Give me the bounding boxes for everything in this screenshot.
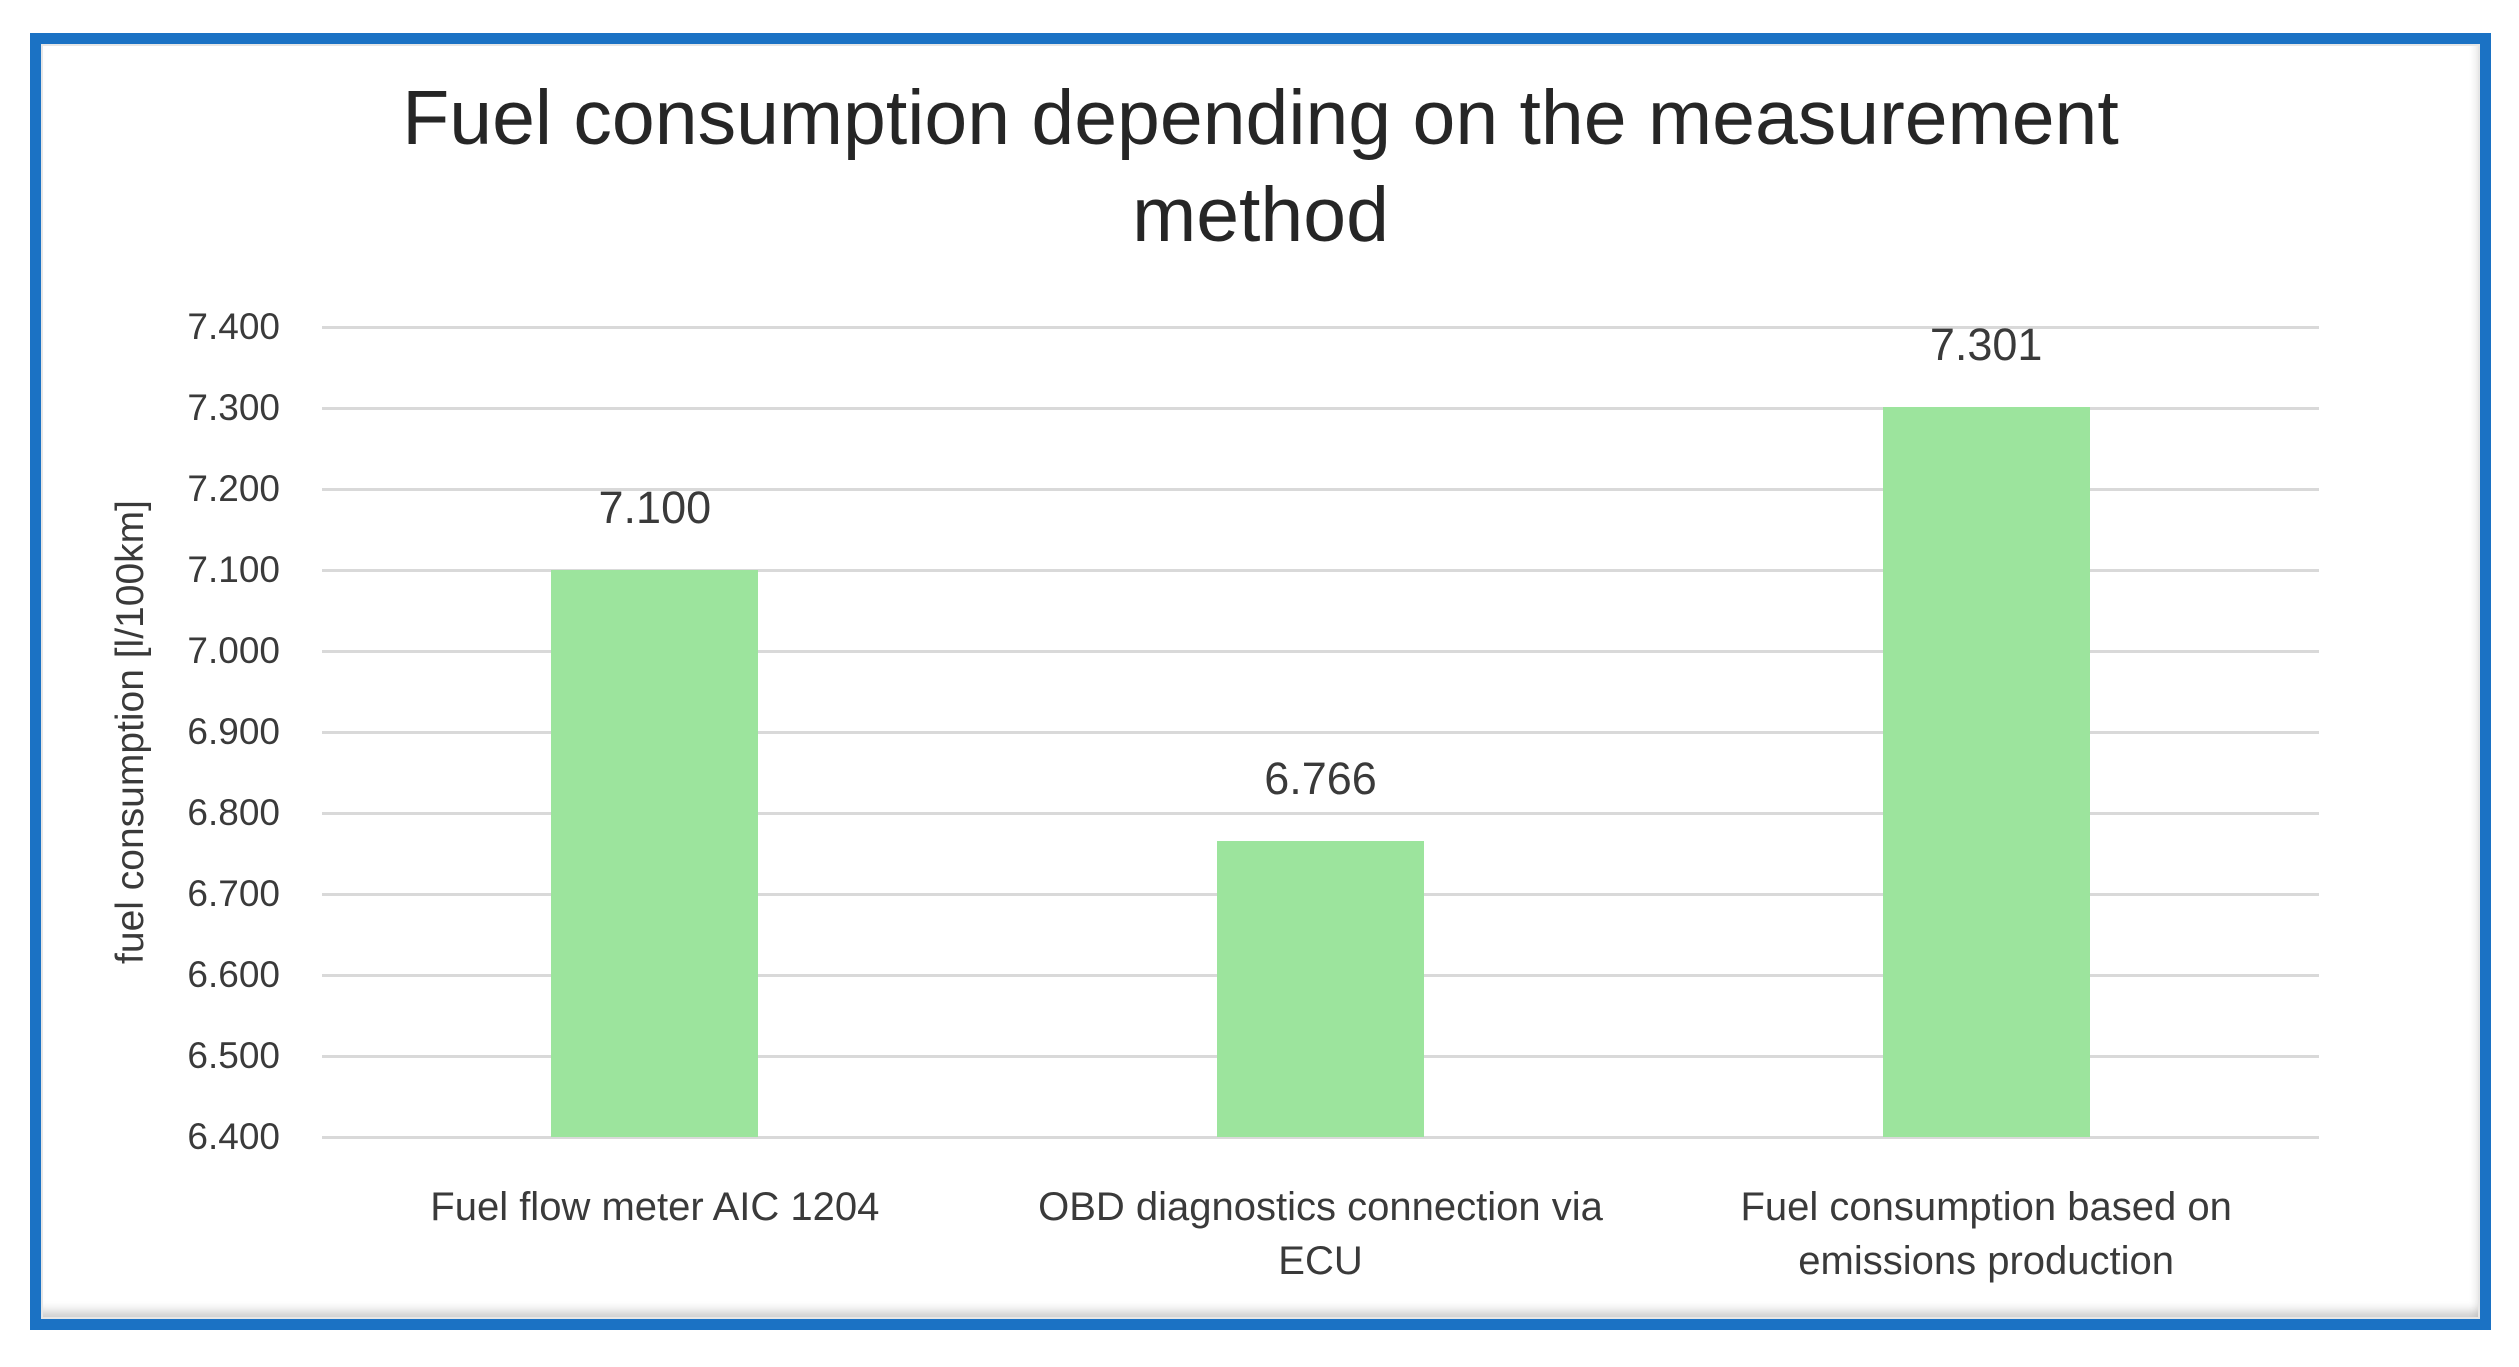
chart-frame: Fuel consumption depending on the measur… (30, 33, 2491, 1330)
y-axis-tick-label: 7.000 (187, 630, 280, 671)
y-axis-tick-label: 6.900 (187, 711, 280, 752)
y-axis-tick-label: 7.300 (187, 387, 280, 428)
y-axis-tick-label: 7.200 (187, 468, 280, 509)
gridline (322, 1135, 2319, 1139)
chart-title: Fuel consumption depending on the measur… (402, 75, 2119, 259)
category-label: Fuel consumption based on emissions prod… (1740, 1185, 2232, 1283)
plot-area: 7.100 6.766 7.301 (322, 319, 2319, 1139)
gridline (322, 487, 2319, 491)
gridline (322, 325, 2319, 329)
gridline (322, 568, 2319, 572)
bar (1882, 407, 2090, 1137)
bar-value-label: 7.301 (1929, 319, 2043, 371)
gridline (322, 730, 2319, 734)
chart-area: Fuel consumption depending on the measur… (41, 44, 2480, 1319)
category-label: OBD diagnostics connection via ECU (1038, 1185, 1603, 1283)
bar-value-label: 7.100 (598, 482, 712, 533)
y-axis-tick-label: 6.600 (187, 954, 280, 995)
y-axis-tick-label: 6.500 (187, 1035, 280, 1076)
gridline (322, 811, 2319, 815)
bar (551, 570, 759, 1137)
bar (1217, 840, 1424, 1137)
gridline (322, 406, 2319, 410)
y-axis-tick-label: 6.700 (187, 873, 280, 914)
y-axis-tick-label: 6.400 (187, 1116, 280, 1157)
gridline (322, 649, 2319, 653)
y-axis-tick-label: 7.100 (187, 549, 280, 590)
category-label: Fuel flow meter AIC 1204 (430, 1185, 880, 1229)
y-axis-tick-label: 7.400 (187, 306, 280, 347)
y-axis-tick-label: 6.800 (187, 792, 280, 833)
bar-value-label: 6.766 (1264, 752, 1377, 804)
